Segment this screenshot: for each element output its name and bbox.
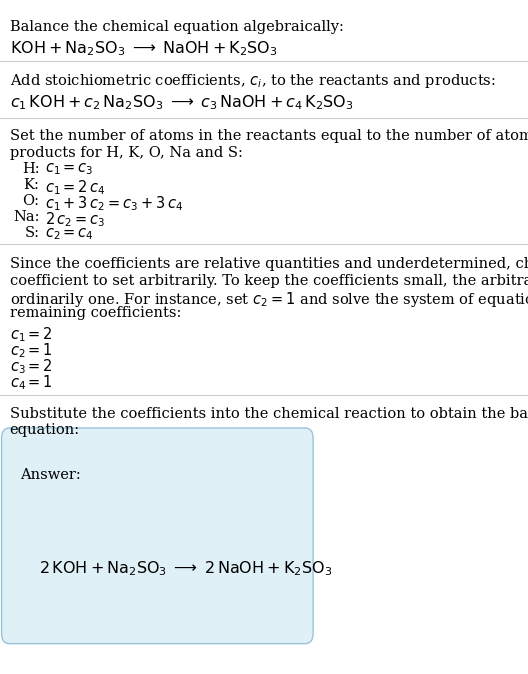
FancyBboxPatch shape: [2, 428, 313, 644]
Text: O:: O:: [23, 194, 40, 208]
Text: $2\,c_2 = c_3$: $2\,c_2 = c_3$: [45, 210, 105, 229]
Text: $c_1 = c_3$: $c_1 = c_3$: [45, 162, 93, 177]
Text: Na:: Na:: [13, 210, 40, 224]
Text: remaining coefficients:: remaining coefficients:: [10, 306, 181, 320]
Text: $c_2 = c_4$: $c_2 = c_4$: [45, 226, 94, 242]
Text: H:: H:: [22, 162, 40, 176]
Text: $c_2 = 1$: $c_2 = 1$: [10, 341, 52, 360]
Text: coefficient to set arbitrarily. To keep the coefficients small, the arbitrary va: coefficient to set arbitrarily. To keep …: [10, 274, 528, 288]
Text: K:: K:: [24, 178, 40, 192]
Text: $\mathregular{2\,KOH + Na_2SO_3 \;\longrightarrow\; 2\,NaOH + K_2SO_3}$: $\mathregular{2\,KOH + Na_2SO_3 \;\longr…: [39, 559, 332, 578]
Text: $c_1 + 3\,c_2 = c_3 + 3\,c_4$: $c_1 + 3\,c_2 = c_3 + 3\,c_4$: [45, 194, 183, 213]
Text: products for H, K, O, Na and S:: products for H, K, O, Na and S:: [10, 146, 242, 160]
Text: Since the coefficients are relative quantities and underdetermined, choose a: Since the coefficients are relative quan…: [10, 257, 528, 272]
Text: $\mathregular{KOH + Na_2SO_3 \;\longrightarrow\; NaOH + K_2SO_3}$: $\mathregular{KOH + Na_2SO_3 \;\longrigh…: [10, 39, 277, 58]
Text: ordinarily one. For instance, set $c_2 = 1$ and solve the system of equations fo: ordinarily one. For instance, set $c_2 =…: [10, 290, 528, 309]
Text: $c_1 = 2\,c_4$: $c_1 = 2\,c_4$: [45, 178, 106, 197]
Text: $c_4 = 1$: $c_4 = 1$: [10, 373, 52, 392]
Text: equation:: equation:: [10, 423, 80, 437]
Text: $c_1\,\mathregular{KOH} + c_2\,\mathregular{Na_2SO_3} \;\longrightarrow\; c_3\,\: $c_1\,\mathregular{KOH} + c_2\,\mathregu…: [10, 93, 353, 112]
Text: $c_3 = 2$: $c_3 = 2$: [10, 357, 52, 376]
Text: Set the number of atoms in the reactants equal to the number of atoms in the: Set the number of atoms in the reactants…: [10, 129, 528, 144]
Text: Answer:: Answer:: [20, 468, 81, 483]
Text: S:: S:: [25, 226, 40, 241]
Text: $c_1 = 2$: $c_1 = 2$: [10, 325, 52, 344]
Text: Add stoichiometric coefficients, $c_i$, to the reactants and products:: Add stoichiometric coefficients, $c_i$, …: [10, 72, 495, 90]
Text: Substitute the coefficients into the chemical reaction to obtain the balanced: Substitute the coefficients into the che…: [10, 407, 528, 421]
Text: Balance the chemical equation algebraically:: Balance the chemical equation algebraica…: [10, 20, 343, 34]
